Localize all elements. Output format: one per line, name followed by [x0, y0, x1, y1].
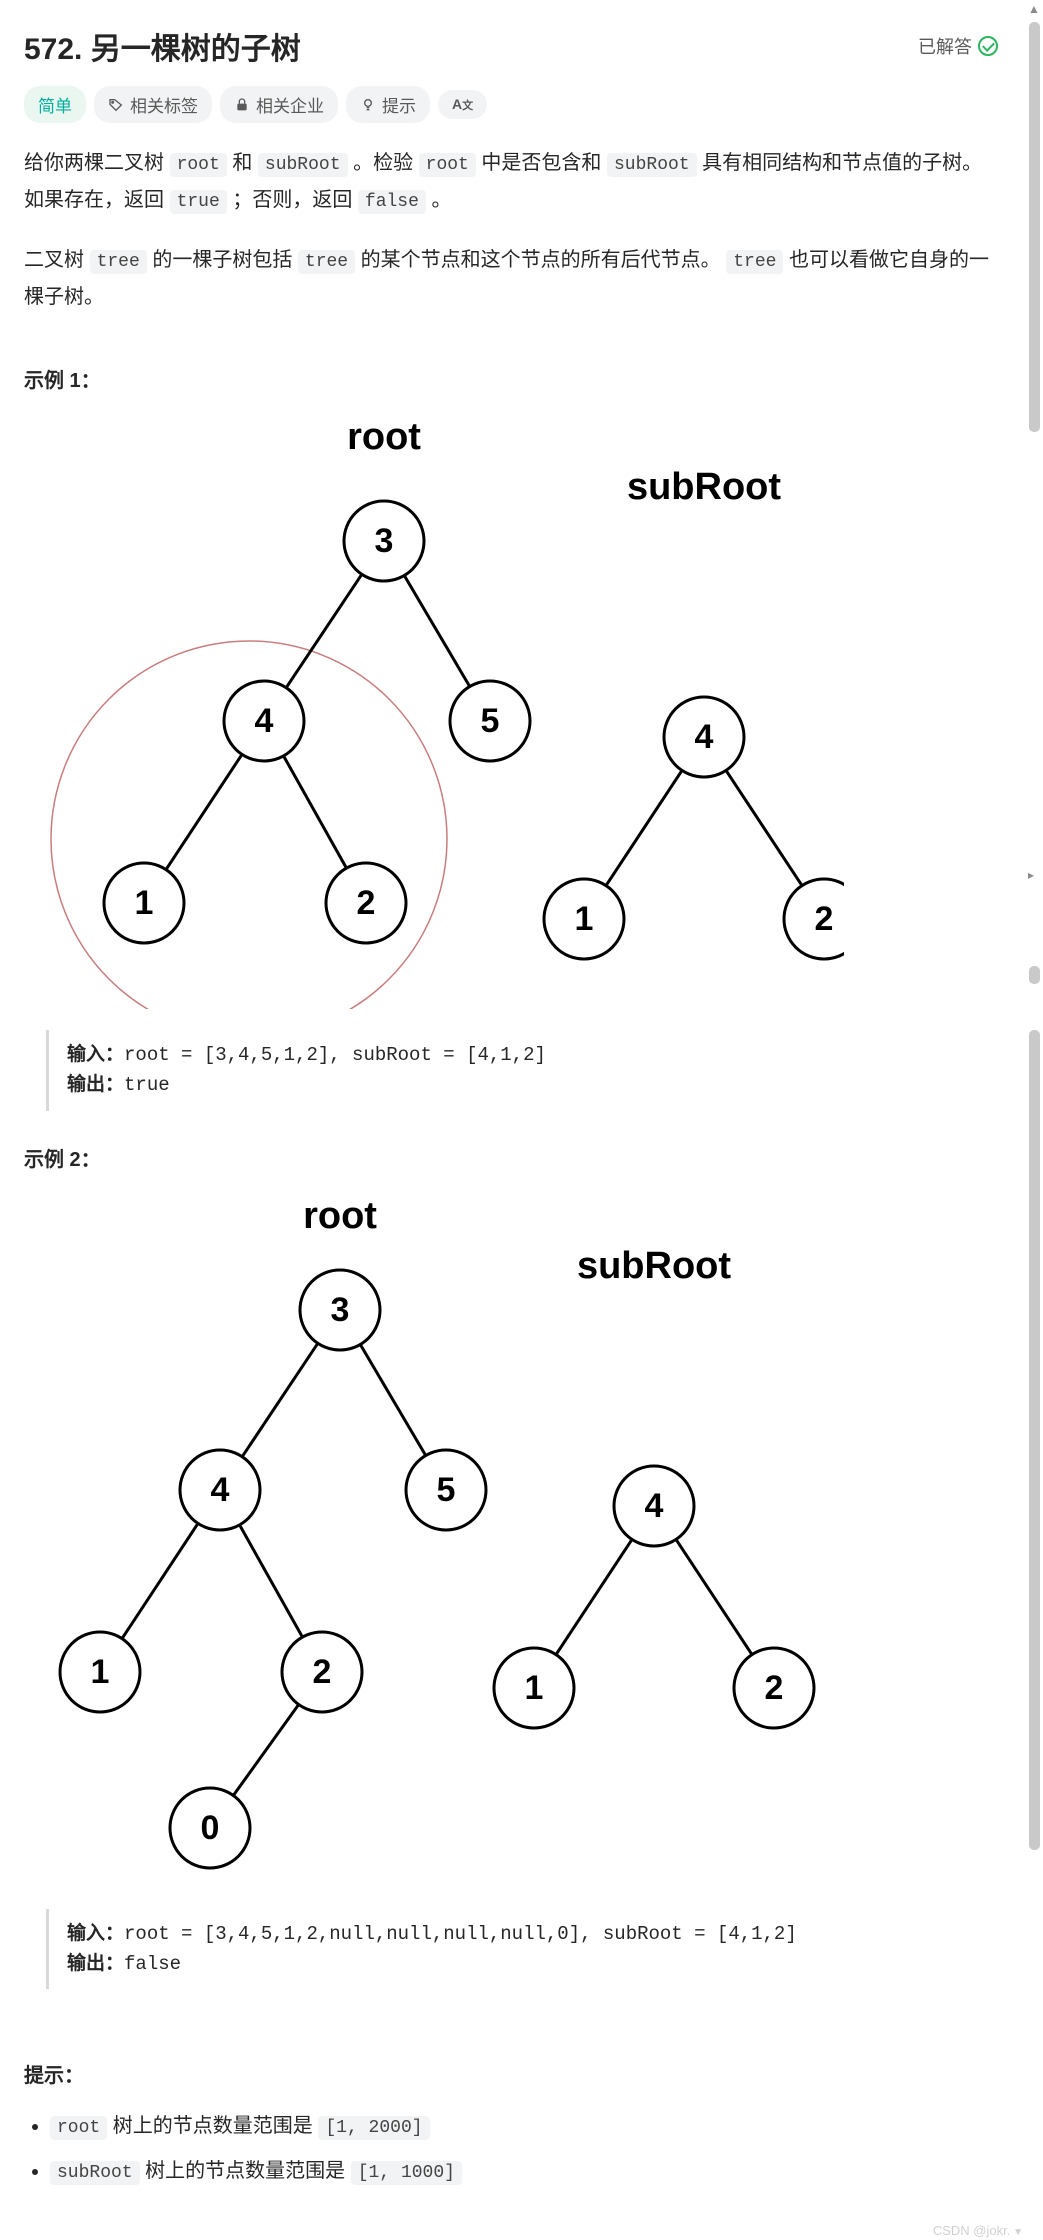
scrollbar-thumb-2[interactable]	[1029, 966, 1040, 984]
lock-icon	[234, 97, 250, 113]
scrollbar-track[interactable]: ▲ ▸	[1025, 0, 1043, 2227]
title-row: 572. 另一棵树的子树 已解答	[24, 24, 998, 68]
scroll-collapse-icon[interactable]: ▸	[1028, 868, 1034, 882]
related-tags-label: 相关标签	[130, 92, 198, 117]
problem-content: 572. 另一棵树的子树 已解答 简单 相关标签 相关企业 提示 A文 给你两棵…	[0, 0, 1022, 2240]
code-root-h: root	[50, 2116, 107, 2140]
problem-title: 572. 另一棵树的子树	[24, 24, 301, 68]
example1-io: 输入：root = [3,4,5,1,2], subRoot = [4,1,2]…	[46, 1030, 998, 1111]
code-subroot: subRoot	[258, 153, 348, 177]
code-tree2: tree	[298, 250, 355, 274]
solved-badge: 已解答	[918, 33, 998, 59]
example2-diagram: 3 4 5 1 2 0 4 1 2 root subRoot	[24, 1188, 998, 1893]
svg-text:subRoot: subRoot	[577, 1245, 731, 1287]
description-p2: 二叉树 tree 的一棵子树包括 tree 的某个节点和这个节点的所有后代节点。…	[24, 242, 998, 316]
svg-text:1: 1	[575, 900, 594, 938]
scrollbar-thumb[interactable]	[1029, 22, 1040, 432]
problem-name: 另一棵树的子树	[91, 33, 301, 66]
watermark: CSDN @jokr.	[933, 2223, 1023, 2238]
code-true: true	[170, 190, 227, 214]
bulb-icon	[360, 97, 376, 113]
related-companies-pill[interactable]: 相关企业	[220, 86, 338, 123]
code-subroot2: subRoot	[607, 153, 697, 177]
related-tags-pill[interactable]: 相关标签	[94, 86, 212, 123]
code-root: root	[170, 153, 227, 177]
tree-diagram-ex2: 3 4 5 1 2 0 4 1 2 root subRoot	[24, 1188, 844, 1888]
text: 和	[227, 152, 258, 174]
description-p1: 给你两棵二叉树 root 和 subRoot 。检验 root 中是否包含和 s…	[24, 145, 998, 220]
input-label2: 输入：	[67, 1923, 124, 1945]
example2-output: false	[124, 1953, 181, 1975]
scroll-up-icon[interactable]: ▲	[1028, 2, 1040, 16]
hint-item-1: root 树上的节点数量范围是 [1, 2000]	[50, 2104, 998, 2149]
example1-diagram: 3 4 5 1 2 4 1 2 root subRoot	[24, 409, 998, 1014]
svg-text:1: 1	[91, 1653, 110, 1691]
hint-item-2: subRoot 树上的节点数量范围是 [1, 1000]	[50, 2149, 998, 2194]
svg-text:2: 2	[313, 1653, 332, 1691]
svg-text:4: 4	[211, 1471, 230, 1509]
hint2-range: [1, 1000]	[351, 2161, 462, 2185]
difficulty-pill[interactable]: 简单	[24, 86, 86, 123]
svg-text:2: 2	[765, 1669, 784, 1707]
hint-label: 提示	[382, 92, 416, 117]
hints-heading: 提示：	[24, 2059, 998, 2088]
svg-text:2: 2	[357, 884, 376, 922]
code-false: false	[358, 190, 426, 214]
problem-number: 572.	[24, 33, 82, 66]
text: 的某个节点和这个节点的所有后代节点。	[355, 249, 726, 271]
code-root2: root	[419, 153, 476, 177]
example1-heading: 示例 1：	[24, 364, 998, 393]
svg-text:subRoot: subRoot	[627, 466, 781, 508]
hints-list: root 树上的节点数量范围是 [1, 2000] subRoot 树上的节点数…	[24, 2104, 998, 2193]
check-circle-icon	[978, 36, 998, 56]
svg-text:root: root	[347, 416, 421, 458]
text: ；否则，返回	[227, 189, 358, 211]
tags-row: 简单 相关标签 相关企业 提示 A文	[24, 86, 998, 123]
text: 给你两棵二叉树	[24, 152, 170, 174]
text: 的一棵子树包括	[147, 249, 298, 271]
input-label: 输入：	[67, 1044, 124, 1066]
code-tree: tree	[90, 250, 147, 274]
text: 树上的节点数量范围是	[107, 2115, 318, 2137]
translate-icon: A文	[452, 96, 473, 113]
svg-text:4: 4	[695, 718, 714, 756]
example1-output: true	[124, 1074, 170, 1096]
svg-text:2: 2	[815, 900, 834, 938]
solved-label: 已解答	[918, 33, 972, 59]
svg-text:1: 1	[135, 884, 154, 922]
scrollbar-thumb-3[interactable]	[1029, 1030, 1040, 1850]
output-label2: 输出：	[67, 1953, 124, 1975]
related-companies-label: 相关企业	[256, 92, 324, 117]
svg-text:0: 0	[201, 1809, 220, 1847]
example1-input: root = [3,4,5,1,2], subRoot = [4,1,2]	[124, 1044, 546, 1066]
example2-io: 输入：root = [3,4,5,1,2,null,null,null,null…	[46, 1909, 998, 1990]
hint-pill[interactable]: 提示	[346, 86, 430, 123]
svg-text:4: 4	[645, 1487, 664, 1525]
tag-icon	[108, 97, 124, 113]
text: 树上的节点数量范围是	[140, 2160, 351, 2182]
translate-pill[interactable]: A文	[438, 90, 487, 119]
svg-text:3: 3	[331, 1291, 350, 1329]
code-subroot-h: subRoot	[50, 2161, 140, 2185]
svg-text:3: 3	[375, 522, 394, 560]
svg-text:4: 4	[255, 702, 274, 740]
text: 中是否包含和	[476, 152, 607, 174]
example2-heading: 示例 2：	[24, 1143, 998, 1172]
output-label: 输出：	[67, 1074, 124, 1096]
text: 。检验	[348, 152, 419, 174]
svg-text:root: root	[303, 1195, 377, 1237]
example2-input: root = [3,4,5,1,2,null,null,null,null,0]…	[124, 1923, 797, 1945]
svg-text:5: 5	[481, 702, 500, 740]
tree-diagram-ex1: 3 4 5 1 2 4 1 2 root subRoot	[24, 409, 844, 1009]
code-tree3: tree	[726, 250, 783, 274]
hint1-range: [1, 2000]	[318, 2116, 429, 2140]
text: 二叉树	[24, 249, 90, 271]
text: 。	[426, 189, 452, 211]
svg-text:5: 5	[437, 1471, 456, 1509]
svg-text:1: 1	[525, 1669, 544, 1707]
